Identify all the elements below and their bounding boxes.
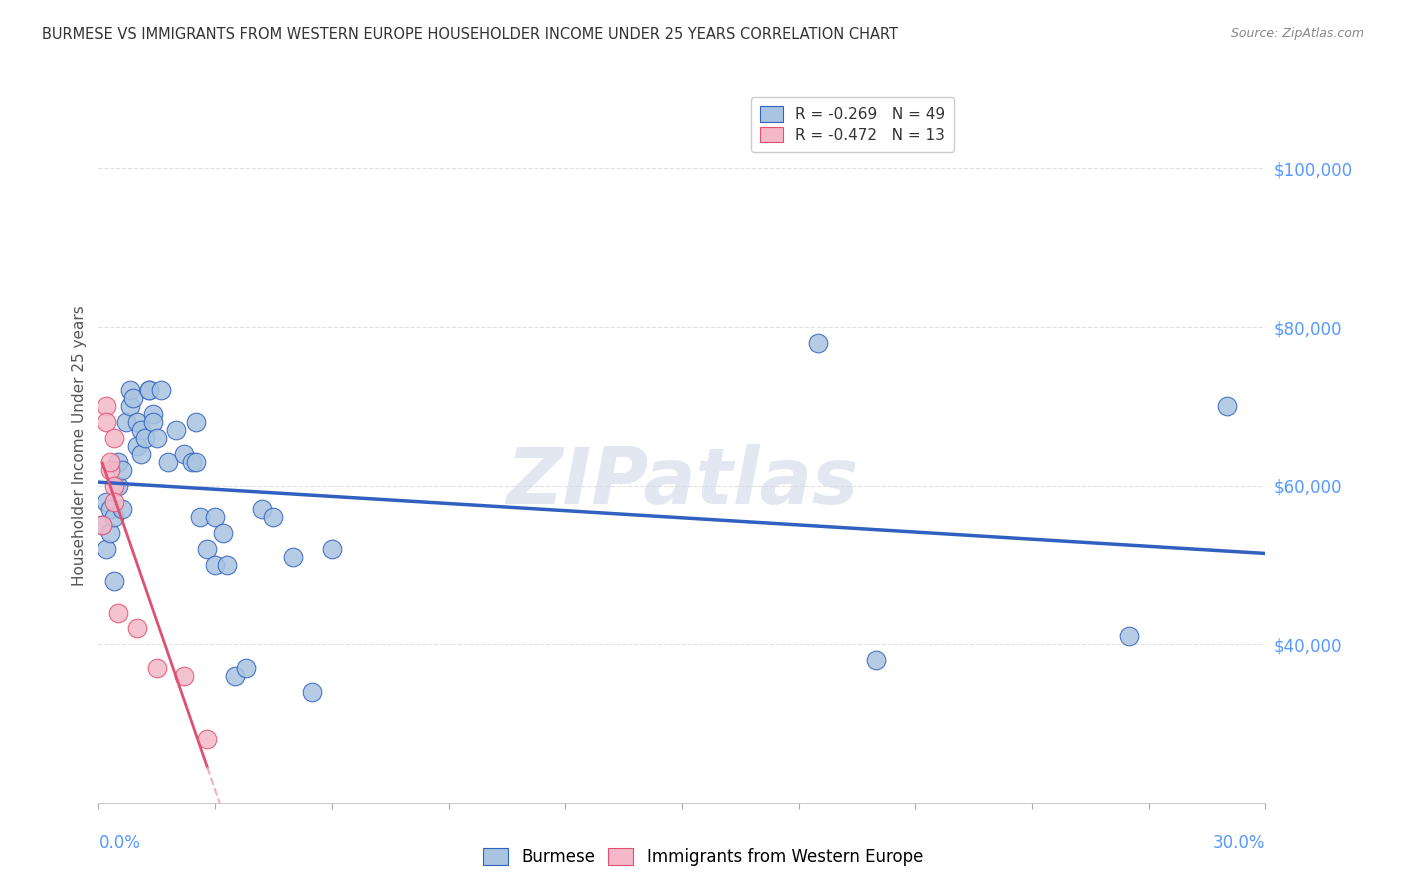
- Point: [114, 415, 136, 429]
- Point: [98, 526, 121, 541]
- Text: 0.0%: 0.0%: [98, 834, 141, 852]
- Point: [103, 431, 125, 445]
- Point: [195, 732, 218, 747]
- Point: [111, 463, 134, 477]
- Legend: Burmese, Immigrants from Western Europe: Burmese, Immigrants from Western Europe: [474, 840, 932, 875]
- Point: [1118, 629, 1140, 643]
- Point: [1215, 400, 1237, 414]
- Point: [96, 415, 118, 429]
- Point: [134, 431, 156, 445]
- Point: [103, 478, 125, 492]
- Point: [127, 439, 149, 453]
- Text: 30.0%: 30.0%: [1213, 834, 1265, 852]
- Point: [180, 455, 202, 469]
- Point: [127, 621, 149, 635]
- Point: [98, 455, 121, 469]
- Point: [281, 549, 304, 564]
- Text: Source: ZipAtlas.com: Source: ZipAtlas.com: [1230, 27, 1364, 40]
- Point: [96, 400, 118, 414]
- Point: [103, 494, 125, 508]
- Point: [127, 415, 149, 429]
- Point: [204, 558, 226, 572]
- Point: [188, 510, 211, 524]
- Text: ZIPatlas: ZIPatlas: [506, 443, 858, 520]
- Point: [149, 384, 172, 398]
- Point: [103, 574, 125, 588]
- Point: [173, 447, 195, 461]
- Point: [107, 606, 129, 620]
- Point: [107, 478, 129, 492]
- Point: [146, 661, 169, 675]
- Point: [235, 661, 257, 675]
- Point: [807, 335, 830, 350]
- Point: [107, 455, 129, 469]
- Point: [184, 415, 207, 429]
- Legend: R = -0.269   N = 49, R = -0.472   N = 13: R = -0.269 N = 49, R = -0.472 N = 13: [751, 97, 955, 152]
- Point: [129, 447, 152, 461]
- Point: [250, 502, 273, 516]
- Point: [98, 502, 121, 516]
- Point: [111, 502, 134, 516]
- Point: [212, 526, 235, 541]
- Point: [165, 423, 187, 437]
- Point: [103, 510, 125, 524]
- Point: [122, 392, 145, 406]
- Point: [96, 542, 118, 557]
- Point: [98, 463, 121, 477]
- Point: [96, 494, 118, 508]
- Point: [138, 384, 160, 398]
- Point: [142, 407, 165, 421]
- Point: [118, 384, 141, 398]
- Point: [91, 518, 114, 533]
- Point: [157, 455, 180, 469]
- Point: [91, 518, 114, 533]
- Point: [195, 542, 218, 557]
- Point: [146, 431, 169, 445]
- Y-axis label: Householder Income Under 25 years: Householder Income Under 25 years: [72, 306, 87, 586]
- Point: [262, 510, 284, 524]
- Point: [301, 685, 323, 699]
- Point: [224, 669, 246, 683]
- Point: [215, 558, 238, 572]
- Point: [184, 455, 207, 469]
- Point: [204, 510, 226, 524]
- Point: [129, 423, 152, 437]
- Point: [865, 653, 887, 667]
- Point: [138, 384, 160, 398]
- Point: [173, 669, 195, 683]
- Text: BURMESE VS IMMIGRANTS FROM WESTERN EUROPE HOUSEHOLDER INCOME UNDER 25 YEARS CORR: BURMESE VS IMMIGRANTS FROM WESTERN EUROP…: [42, 27, 898, 42]
- Point: [118, 400, 141, 414]
- Point: [321, 542, 343, 557]
- Point: [142, 415, 165, 429]
